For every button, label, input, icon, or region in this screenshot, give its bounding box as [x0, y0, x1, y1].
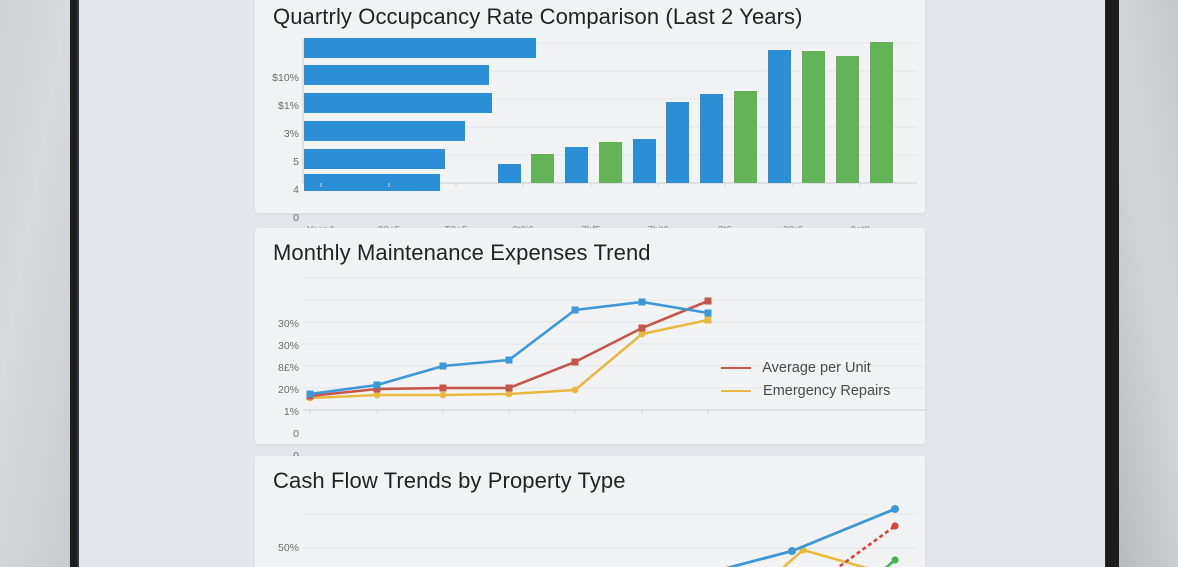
maintenance-ytick-4: 1%: [283, 406, 299, 418]
legend-label-average-per-unit: Average per Unit: [762, 360, 871, 376]
cashflow-ytick-0: 50%: [277, 542, 299, 554]
series-markers-emergency-repairs: [306, 316, 712, 402]
occupancy-chart-svg: [302, 38, 917, 191]
maintenance-ytick-1: 30%: [277, 340, 299, 352]
maintenance-ytick-5: 0: [293, 428, 299, 440]
maintenance-ytick-2: 8£%: [277, 362, 299, 374]
series-markers-average-per-unit: [306, 297, 712, 400]
vertical-bars: [498, 42, 893, 183]
occupancy-ytick-4: 4: [293, 184, 299, 196]
legend-line-average-per-unit: [721, 367, 751, 370]
monitor-bezel-right: [1104, 0, 1119, 567]
background-surface-right: [1118, 0, 1178, 567]
series-line-yellow: [781, 548, 868, 567]
legend-label-emergency-repairs: Emergency Repairs: [763, 383, 891, 399]
horizontal-bars: [304, 38, 536, 191]
occupancy-ytick-3: 5: [293, 156, 299, 168]
occupancy-ytick-0: $10%: [272, 72, 299, 84]
series-line-blue: [725, 507, 896, 567]
legend-item-emergency-repairs[interactable]: Emergency Repairs: [721, 383, 890, 399]
cashflow-chart-svg: [303, 505, 917, 567]
chart-card-maintenance: Monthly Maintenance Expenses Trend: [255, 228, 927, 467]
maintenance-ytick-3: 20%: [277, 384, 299, 396]
maintenance-chart-svg: [303, 277, 927, 415]
monitor-screen: Quartrly Occupcancy Rate Comparison (Las…: [79, 0, 1105, 567]
chart-title-occupancy: Quartrly Occupcancy Rate Comparison (Las…: [273, 4, 803, 29]
occupancy-ytick-5: 0: [293, 212, 299, 224]
series-markers-blue: [306, 298, 712, 398]
chart-title-cashflow: Cash Flow Trends by Property Type: [273, 468, 626, 493]
legend-item-average-per-unit[interactable]: Average per Unit: [721, 360, 871, 376]
chart-card-occupancy: Quartrly Occupcancy Rate Comparison (Las…: [255, 0, 925, 254]
chart-title-maintenance: Monthly Maintenance Expenses Trend: [273, 240, 651, 265]
series-line-average-per-unit: [309, 299, 709, 398]
x-ticks: [309, 410, 709, 415]
series-marker-green: [891, 556, 899, 564]
monitor-bezel-left: [70, 0, 79, 567]
chart-plot-cashflow: 50% 50%: [255, 498, 925, 567]
chart-card-cashflow: Cash Flow Trends by Property Type: [255, 456, 925, 567]
background-surface-left: [0, 0, 72, 567]
occupancy-ytick-1: $1%: [277, 100, 299, 112]
gridlines: [303, 513, 917, 549]
occupancy-ytick-2: 3%: [283, 128, 299, 140]
series-marker-red: [891, 522, 899, 530]
legend-line-emergency-repairs: [721, 390, 751, 393]
x-ticks: [320, 183, 861, 187]
chart-plot-occupancy: $10% $1% 3% 5 4 0 Yeer 1 20a5 T9a5 3t0i6…: [255, 34, 925, 254]
chart-plot-maintenance: 30% 30% 8£% 20% 1% 0 0 Teen 1koern 1fixo…: [255, 270, 927, 467]
maintenance-ytick-0: 30%: [277, 318, 299, 330]
series-line-red-dotted: [836, 524, 896, 567]
series-line-blue: [309, 300, 709, 396]
